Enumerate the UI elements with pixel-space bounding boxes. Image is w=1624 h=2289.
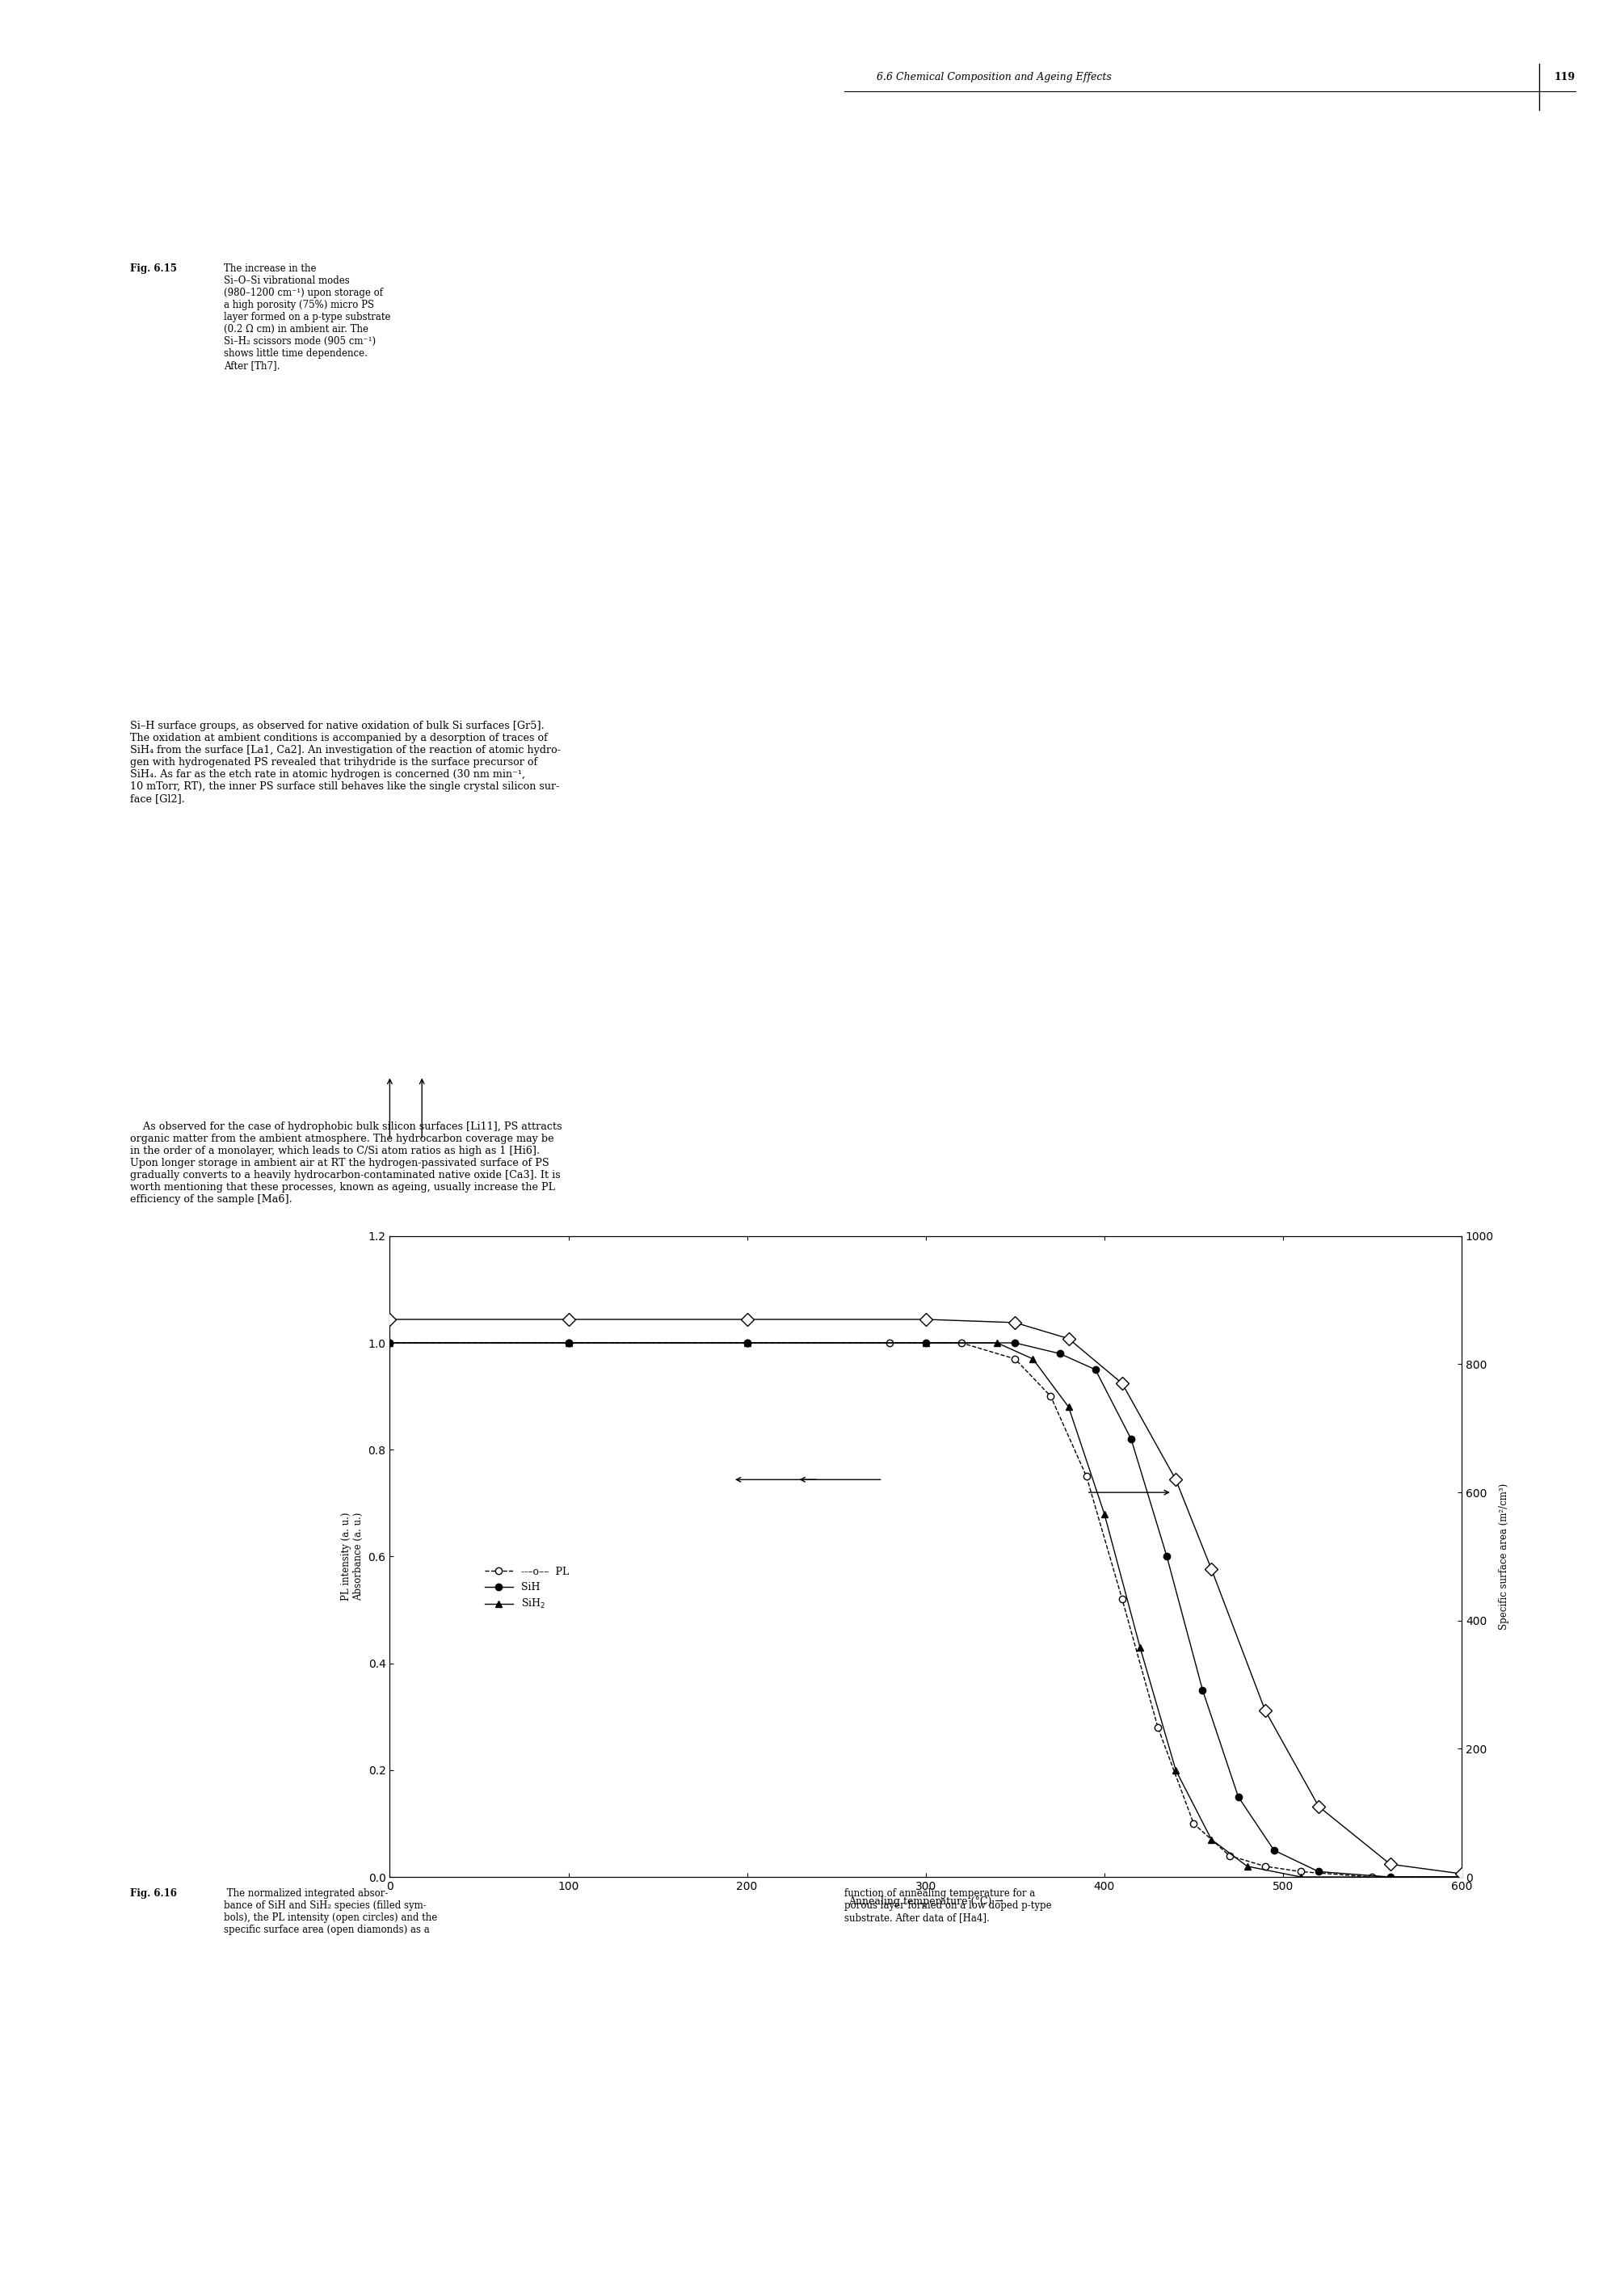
Text: Fig. 6.16: Fig. 6.16 — [130, 1888, 177, 1900]
Legend: --–o––  PL, SiH, SiH$_2$: --–o–– PL, SiH, SiH$_2$ — [481, 1563, 573, 1614]
Text: 119: 119 — [1554, 71, 1575, 82]
Text: Fig. 6.15: Fig. 6.15 — [130, 263, 177, 275]
Text: Si–H surface groups, as observed for native oxidation of bulk Si surfaces [Gr5].: Si–H surface groups, as observed for nat… — [130, 721, 560, 803]
Text: The increase in the
Si–O–Si vibrational modes
(980–1200 cm⁻¹) upon storage of
a : The increase in the Si–O–Si vibrational … — [224, 263, 391, 371]
Text: 6.6 Chemical Composition and Ageing Effects: 6.6 Chemical Composition and Ageing Effe… — [877, 71, 1112, 82]
Y-axis label: Specific surface area (m²/cm³): Specific surface area (m²/cm³) — [1499, 1483, 1509, 1630]
Text: As observed for the case of hydrophobic bulk silicon surfaces [Li11], PS attract: As observed for the case of hydrophobic … — [130, 1122, 562, 1204]
Y-axis label: PL intensity (a. u.)
Absorbance (a. u.): PL intensity (a. u.) Absorbance (a. u.) — [341, 1513, 364, 1600]
Text: function of annealing temperature for a
porous layer formed on a low doped p-typ: function of annealing temperature for a … — [844, 1888, 1052, 1923]
X-axis label: Annealing temperature (°C) →: Annealing temperature (°C) → — [848, 1898, 1004, 1907]
Text: The normalized integrated absor-
bance of SiH and SiH₂ species (filled sym-
bols: The normalized integrated absor- bance o… — [224, 1888, 437, 1934]
